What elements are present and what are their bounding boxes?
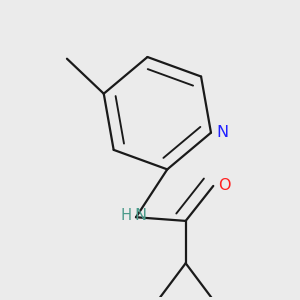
- Text: H: H: [120, 208, 132, 223]
- Text: N: N: [134, 208, 146, 223]
- Text: O: O: [218, 178, 231, 194]
- Text: N: N: [216, 125, 228, 140]
